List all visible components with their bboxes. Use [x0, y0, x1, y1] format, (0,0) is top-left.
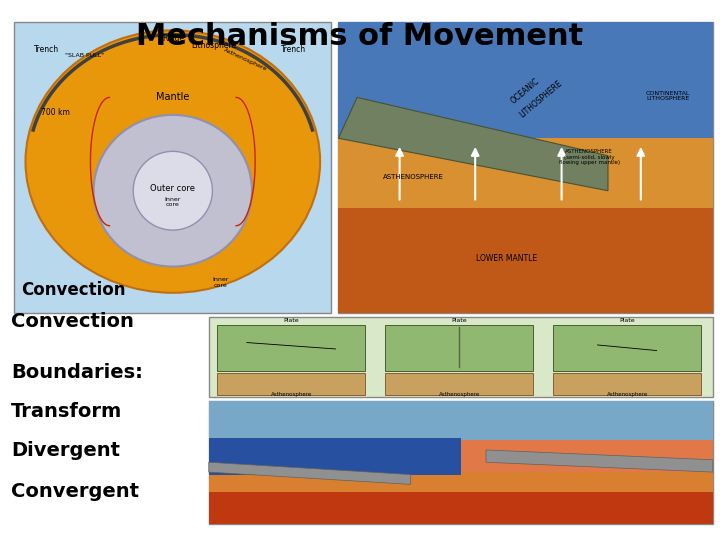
FancyBboxPatch shape: [385, 373, 533, 395]
Ellipse shape: [94, 115, 252, 267]
Text: Asthenosphere: Asthenosphere: [606, 392, 648, 396]
FancyBboxPatch shape: [209, 401, 713, 440]
FancyBboxPatch shape: [209, 401, 713, 524]
Text: "SLAB PULL": "SLAB PULL": [65, 52, 104, 58]
Text: Convergent: Convergent: [11, 482, 139, 501]
Text: Inner
core: Inner core: [165, 197, 181, 207]
Text: ASTHENOSPHERE: ASTHENOSPHERE: [383, 174, 444, 180]
FancyBboxPatch shape: [338, 22, 713, 144]
Text: Trench: Trench: [281, 45, 306, 54]
Ellipse shape: [25, 30, 320, 293]
Text: LITHOSPHERE: LITHOSPHERE: [518, 79, 564, 120]
Text: Asthenosphere: Asthenosphere: [271, 392, 312, 396]
FancyBboxPatch shape: [209, 437, 461, 475]
Text: Inner
core: Inner core: [212, 277, 228, 288]
Text: Ridge: Ridge: [162, 33, 184, 43]
Polygon shape: [338, 97, 608, 191]
Text: Convection: Convection: [21, 281, 125, 299]
Text: Plate: Plate: [451, 318, 467, 323]
Text: 700 km: 700 km: [41, 108, 70, 117]
FancyBboxPatch shape: [209, 489, 713, 524]
FancyBboxPatch shape: [338, 22, 713, 313]
FancyBboxPatch shape: [217, 325, 365, 372]
FancyBboxPatch shape: [217, 373, 365, 395]
FancyBboxPatch shape: [14, 22, 331, 313]
Text: Mantle: Mantle: [156, 92, 189, 103]
FancyBboxPatch shape: [385, 325, 533, 372]
Text: OCEANIC: OCEANIC: [510, 76, 541, 105]
Text: Asthenosphere: Asthenosphere: [438, 392, 480, 396]
Text: Transform: Transform: [11, 402, 122, 421]
Text: Lithosphere: Lithosphere: [192, 41, 237, 50]
Text: ASTHENOSPHERE
(semi-solid, slowly
flowing upper mantle): ASTHENOSPHERE (semi-solid, slowly flowin…: [559, 149, 620, 165]
Text: Divergent: Divergent: [11, 441, 120, 461]
FancyBboxPatch shape: [338, 208, 713, 313]
Text: LOWER MANTLE: LOWER MANTLE: [477, 254, 537, 263]
Polygon shape: [486, 450, 713, 472]
Text: Convection: Convection: [11, 312, 134, 331]
Text: Plate: Plate: [619, 318, 635, 323]
Text: Asthenosphere: Asthenosphere: [223, 48, 268, 72]
Text: Plate: Plate: [283, 318, 299, 323]
Text: CONTINENTAL
LITHOSPHERE: CONTINENTAL LITHOSPHERE: [646, 91, 690, 102]
Text: Outer core: Outer core: [150, 184, 195, 193]
Polygon shape: [209, 462, 410, 484]
FancyBboxPatch shape: [209, 317, 713, 397]
FancyBboxPatch shape: [553, 325, 701, 372]
FancyBboxPatch shape: [338, 138, 713, 208]
Ellipse shape: [133, 151, 212, 230]
FancyBboxPatch shape: [209, 472, 713, 492]
Text: Mechanisms of Movement: Mechanisms of Movement: [136, 22, 584, 51]
FancyBboxPatch shape: [553, 373, 701, 395]
Text: Trench: Trench: [34, 45, 58, 54]
Text: Boundaries:: Boundaries:: [11, 363, 143, 382]
